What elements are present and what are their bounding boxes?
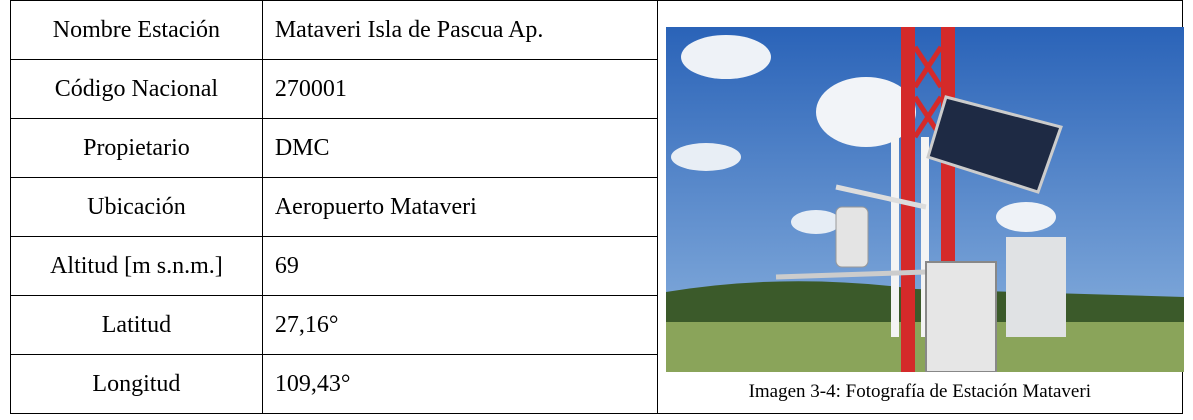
row-value: 109,43°	[261, 354, 658, 414]
table-row: Longitud 109,43°	[10, 354, 1183, 414]
station-photo	[665, 27, 1184, 372]
row-label: Longitud	[10, 354, 263, 414]
row-label: Propietario	[10, 118, 263, 178]
table-row: Nombre Estación Mataveri Isla de Pascua A…	[10, 0, 1184, 414]
station-table: Nombre Estación Mataveri Isla de Pascua A…	[10, 0, 1184, 414]
row-value: Aeropuerto Mataveri	[261, 177, 658, 237]
row-label: Latitud	[10, 295, 263, 355]
document: Nombre Estación Mataveri Isla de Pascua A…	[10, 0, 1184, 419]
row-value: DMC	[261, 118, 658, 178]
row-label: Código Nacional	[10, 59, 263, 119]
figure-caption: Imagen 3-4: Fotografía de Estación Matav…	[748, 381, 1091, 402]
table-row: Altitud [m s.n.m.] 69	[10, 236, 1183, 296]
row-label: Nombre Estación	[10, 0, 263, 60]
row-value: Mataveri Isla de Pascua Ap.	[261, 0, 658, 60]
row-value: 27,16°	[261, 295, 658, 355]
table-row: Propietario DMC	[10, 118, 1183, 178]
row-label: Altitud [m s.n.m.]	[10, 236, 263, 296]
row-label: Ubicación	[10, 177, 263, 237]
table-row: Código Nacional 270001	[10, 59, 1183, 119]
table-row: Latitud 27,16°	[10, 295, 1183, 355]
table-row: Ubicación Aeropuerto Mataveri	[10, 177, 1183, 237]
figure-cell: Imagen 3-4: Fotografía de Estación Matav…	[656, 0, 1184, 414]
row-value: 270001	[261, 59, 658, 119]
row-value: 69	[261, 236, 658, 296]
